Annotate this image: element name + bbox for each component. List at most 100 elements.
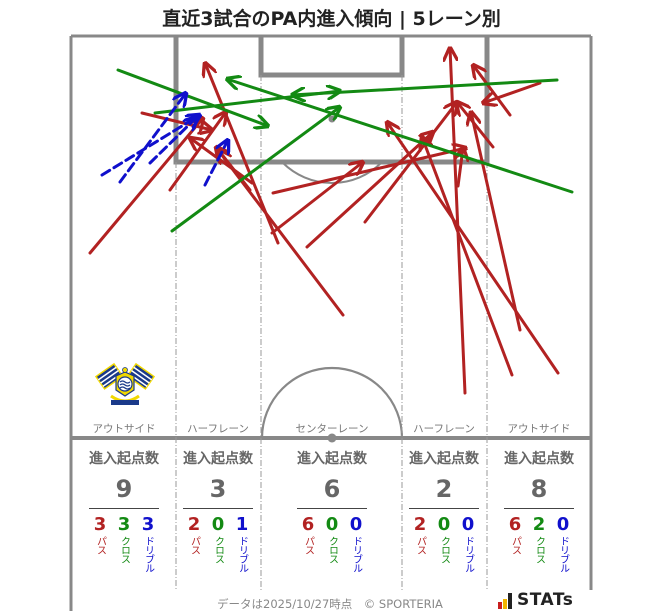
pass-arrow (218, 150, 345, 317)
cross-count-value: 3 (117, 514, 131, 535)
dribble-count: 0 ドリブル (458, 514, 478, 573)
lane-stat-column: 進入起点数 3 2 パス 0 クロス 1 ドリブル (178, 448, 258, 572)
pass-count-value: 2 (187, 514, 201, 535)
pass-count: 6 パス (298, 515, 318, 572)
dribble-count: 0 ドリブル (346, 514, 366, 573)
dribble-label: ドリブル (557, 536, 569, 572)
cross-label: クロス (438, 536, 450, 563)
divider (409, 508, 479, 509)
dribble-count-value: 1 (235, 514, 249, 535)
cross-arrows (116, 68, 574, 233)
pass-count: 3 パス (90, 515, 110, 572)
dribble-label: ドリブル (236, 536, 248, 572)
entry-count-header: 進入起点数 (183, 451, 253, 467)
cross-arrow (170, 107, 340, 233)
entry-count-total: 3 (209, 475, 227, 503)
dribble-arrow (203, 140, 228, 187)
dribble-count-value: 0 (349, 514, 363, 535)
pass-arrow (422, 137, 514, 377)
pass-count: 6 パス (505, 515, 525, 572)
lane-stat-column: 進入起点数 9 3 パス 3 クロス 3 ドリブル (84, 448, 164, 572)
dribble-count: 3 ドリブル (138, 514, 158, 573)
pitch-lines (69, 34, 593, 611)
pass-arrows (88, 48, 560, 395)
pass-arrow (363, 102, 457, 224)
logo-bar-icon (503, 599, 507, 609)
cross-label: クロス (212, 536, 224, 563)
divider (183, 508, 253, 509)
divider (504, 508, 574, 509)
page-title: 直近3試合のPA内進入傾向 | 5レーン別 (162, 8, 501, 30)
pass-count-value: 2 (413, 514, 427, 535)
dribble-label: ドリブル (350, 536, 362, 572)
pass-count-value: 6 (508, 514, 522, 535)
pass-arrow (387, 122, 560, 375)
entry-count-header: 進入起点数 (409, 451, 479, 467)
dribble-arrow (148, 117, 197, 165)
entry-count-header: 進入起点数 (89, 451, 159, 467)
lane-label: センターレーン (295, 423, 369, 435)
cross-label: クロス (533, 536, 545, 563)
entry-count-header: 進入起点数 (504, 451, 574, 467)
pass-arrow (457, 102, 495, 149)
pass-arrow (458, 148, 463, 188)
pass-arrow (483, 81, 542, 103)
entry-count-header: 進入起点数 (297, 451, 367, 467)
pass-arrow (471, 112, 522, 332)
cross-count: 2 クロス (529, 515, 549, 572)
pass-label: パス (414, 536, 426, 554)
lane-label: アウトサイド (507, 423, 571, 435)
pass-arrow (473, 65, 512, 117)
lane-label: ハーフレーン (413, 423, 475, 435)
cross-count: 0 クロス (208, 515, 228, 572)
cross-count-value: 0 (325, 514, 339, 535)
cross-arrow (292, 78, 559, 95)
cross-count: 0 クロス (434, 515, 454, 572)
cross-count-value: 0 (437, 514, 451, 535)
entry-count-total: 9 (115, 475, 133, 503)
divider (89, 508, 159, 509)
cross-count: 0 クロス (322, 515, 342, 572)
cross-label: クロス (118, 536, 130, 563)
dribble-label: ドリブル (142, 536, 154, 572)
pass-arrow (270, 162, 363, 235)
dribble-arrow (100, 115, 200, 177)
pass-label: パス (188, 536, 200, 554)
pass-count: 2 パス (410, 515, 430, 572)
dribble-count-value: 3 (141, 514, 155, 535)
cross-count: 3 クロス (114, 515, 134, 572)
entry-count-total: 6 (323, 475, 341, 503)
dribble-count-value: 0 (556, 514, 570, 535)
logo-bar-icon (498, 602, 502, 609)
lane-stat-column: 進入起点数 8 6 パス 2 クロス 0 ドリブル (499, 448, 579, 572)
stats-logo-text: STATs (517, 590, 574, 610)
footer-credit: データは2025/10/27時点 © SPORTERIA (217, 597, 443, 611)
pass-arrow (271, 148, 466, 195)
lane-label: アウトサイド (92, 423, 156, 435)
pass-label: パス (509, 536, 521, 554)
cross-count-value: 2 (532, 514, 546, 535)
lane-stat-column: 進入起点数 2 2 パス 0 クロス 0 ドリブル (404, 448, 484, 572)
lane-stat-column: 進入起点数 6 6 パス 0 クロス 0 ドリブル (292, 448, 372, 572)
entry-count-total: 8 (530, 475, 548, 503)
pass-count: 2 パス (184, 515, 204, 572)
cross-count-value: 0 (211, 514, 225, 535)
cross-label: クロス (326, 536, 338, 563)
dribble-arrow (118, 93, 186, 184)
pass-label: パス (94, 536, 106, 554)
entry-count-total: 2 (435, 475, 453, 503)
logo-bar-icon (508, 593, 512, 609)
cross-arrow (227, 79, 574, 194)
divider (297, 508, 367, 509)
pass-arrow (88, 118, 203, 255)
team-crest-icon (95, 362, 155, 405)
dribble-count-value: 0 (461, 514, 475, 535)
lane-label: ハーフレーン (187, 423, 249, 435)
dribble-count: 1 ドリブル (232, 514, 252, 573)
pass-arrow (305, 132, 433, 249)
stats-logo: STATs (498, 592, 573, 609)
dribble-label: ドリブル (462, 536, 474, 572)
pass-arrow (450, 48, 467, 395)
pass-count-value: 3 (93, 514, 107, 535)
